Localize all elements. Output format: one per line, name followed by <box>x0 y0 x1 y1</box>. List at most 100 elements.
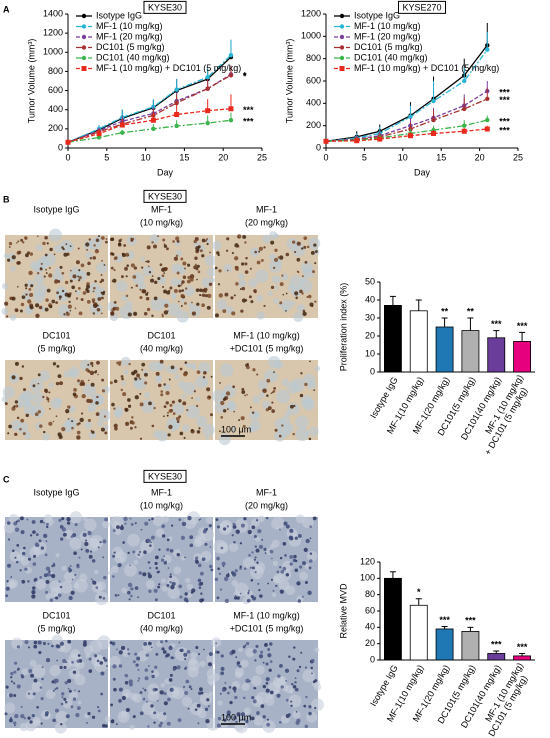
nucleus <box>127 312 132 317</box>
marker <box>205 120 210 126</box>
image-label: MF-1 <box>256 204 277 214</box>
image-label: MF-1 (10 mg/kg) <box>233 610 300 620</box>
legend-label: MF-1 (10 mg/kg) + DC101 (5 mg/kg) <box>354 63 499 73</box>
tissue-texture <box>44 514 53 523</box>
bar <box>435 628 454 661</box>
nucleus <box>112 554 116 558</box>
nucleus <box>64 680 69 685</box>
tissue-texture <box>274 285 279 290</box>
legend-marker <box>339 66 345 71</box>
nucleus <box>145 296 150 301</box>
tissue-texture <box>276 389 290 404</box>
nucleus <box>96 307 101 312</box>
nucleus <box>277 674 281 678</box>
nucleus <box>233 690 237 693</box>
nucleus <box>243 718 246 721</box>
nucleus <box>14 308 19 313</box>
nucleus <box>137 553 141 556</box>
nucleus <box>180 305 183 307</box>
nucleus <box>33 554 37 558</box>
tissue-texture <box>38 370 50 382</box>
nucleus <box>126 264 129 267</box>
nucleus <box>19 427 22 431</box>
nucleus <box>273 257 279 262</box>
nucleus <box>101 378 105 382</box>
nucleus <box>195 288 200 293</box>
tissue-texture <box>82 516 88 522</box>
nucleus <box>72 392 77 397</box>
y-tick-label: 50 <box>365 276 375 286</box>
nucleus <box>100 236 105 240</box>
tissue-texture <box>42 432 50 441</box>
tissue-texture <box>195 396 201 402</box>
nucleus <box>148 270 152 274</box>
legend-label: MF-1 (10 mg/kg) + DC101 (5 mg/kg) <box>96 63 241 73</box>
nucleus <box>241 387 245 391</box>
y-tick-label: 1000 <box>43 47 63 57</box>
tissue-texture <box>85 653 91 659</box>
tissue-texture <box>308 237 321 250</box>
nucleus <box>285 679 288 682</box>
nucleus <box>289 554 294 559</box>
micrograph <box>213 514 318 605</box>
tissue-texture <box>191 365 197 370</box>
nucleus <box>268 668 272 672</box>
nucleus <box>120 238 123 241</box>
nucleus <box>182 275 187 279</box>
tissue-texture <box>33 261 46 274</box>
nucleus <box>10 676 13 679</box>
nucleus <box>234 256 239 261</box>
nucleus <box>130 426 133 430</box>
tissue-texture <box>74 578 88 593</box>
nucleus <box>153 711 157 715</box>
nucleus <box>55 381 60 386</box>
tissue-texture <box>195 375 209 389</box>
nucleus <box>77 247 80 250</box>
nucleus <box>279 255 284 260</box>
nucleus <box>298 665 302 669</box>
nucleus <box>272 389 276 393</box>
nucleus <box>171 581 176 586</box>
nucleus <box>86 299 91 304</box>
tissue-texture <box>123 563 137 577</box>
tissue-texture <box>216 299 228 311</box>
tissue-texture <box>231 426 237 432</box>
significance: *** <box>499 87 510 97</box>
nucleus <box>245 256 248 260</box>
nucleus <box>162 238 166 242</box>
nucleus <box>128 679 133 684</box>
tissue-texture <box>196 415 208 427</box>
tissue-texture <box>228 542 239 553</box>
nucleus <box>89 550 93 553</box>
y-tick-label: 600 <box>306 75 321 85</box>
nucleus <box>218 572 222 575</box>
nucleus <box>113 301 117 304</box>
nucleus <box>280 685 284 689</box>
tissue-texture <box>223 263 233 273</box>
image-label: +DC101 (5 mg/kg) <box>230 343 304 353</box>
nucleus <box>198 427 201 430</box>
nucleus <box>168 378 171 381</box>
nucleus <box>197 563 202 568</box>
nucleus <box>214 577 219 582</box>
nucleus <box>134 652 138 656</box>
nucleus <box>294 677 297 680</box>
nucleus <box>102 556 105 559</box>
image-label: +DC101 (5 mg/kg) <box>230 623 304 633</box>
nucleus <box>151 424 155 428</box>
nucleus <box>273 386 276 390</box>
tissue-texture <box>21 390 33 402</box>
marker <box>408 114 413 119</box>
legend-label: DC101 (5 mg/kg) <box>354 42 423 52</box>
nucleus <box>292 432 295 436</box>
nucleus <box>48 391 51 394</box>
tissue-texture <box>10 420 22 431</box>
tissue-texture <box>150 297 165 311</box>
nucleus <box>236 712 241 717</box>
nucleus <box>182 685 186 688</box>
nucleus <box>67 687 70 690</box>
x-tick-label: 25 <box>257 152 267 162</box>
nucleus <box>151 314 154 317</box>
nucleus <box>309 552 313 555</box>
nucleus <box>313 706 317 710</box>
